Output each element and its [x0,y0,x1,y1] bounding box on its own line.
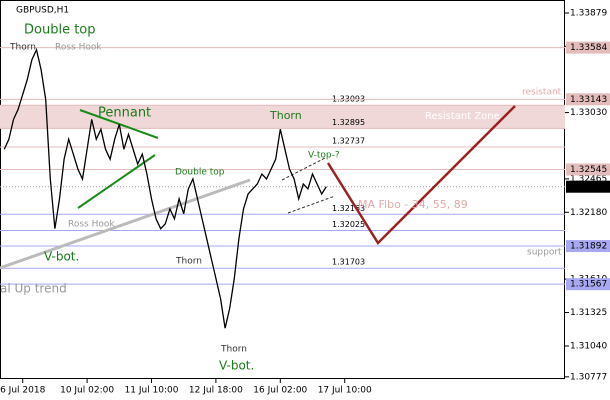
y-tick-label: 1.33030 [570,108,607,118]
level-label: 1.32895 [332,118,365,127]
annotation: al Up trend [0,282,67,296]
level-label: 1.33143 [570,95,607,105]
y-tick-label: 1.31325 [570,308,607,318]
level-label: 1.31892 [570,242,607,252]
price-line [3,47,327,329]
last-price-label: 1.32398 [570,182,607,192]
annotation: V-bot. [219,359,254,373]
up-trend-line [0,178,251,270]
channel-line [281,157,326,181]
annotation: Double top [175,168,225,178]
level-box [566,93,610,106]
annotation: V-top-? [308,151,340,161]
annotation: Ross Hook [68,220,115,230]
level-label: 1.31567 [570,280,607,290]
y-tick-label: 1.31040 [570,341,607,351]
x-tick-label: 16 Jul 02:00 [253,386,307,396]
x-tick-label: 11 Jul 10:00 [125,386,179,396]
annotation: support [527,248,562,258]
level-label: 1.31703 [332,258,365,267]
x-tick-label: 6 Jul 2018 [0,386,45,396]
y-tick-label: 1.30777 [570,372,607,382]
annotation: Thorn [175,257,202,267]
level-box [566,240,610,253]
resistant-zone [0,105,565,129]
annotation: MA Fibo - 34, 55, 89 [358,198,468,211]
annotation: Ross Hook [55,43,102,53]
y-tick-label: 1.32180 [570,208,607,218]
annotation: resistant [522,88,562,98]
level-label: 1.32025 [332,220,365,229]
y-tick-label: 1.33879 [570,9,607,19]
annotation: Thorn [220,345,247,355]
level-box [566,278,610,291]
level-label: 1.33584 [570,43,607,53]
annotation: Double top [24,23,96,38]
annotation: Resistant Zone [425,111,500,122]
chart-title: GBPUSD,H1 [16,6,69,16]
level-label: 1.32163 [332,204,365,213]
y-tick-label: 1.32465 [570,174,607,184]
pennant-line [77,154,156,209]
projection [326,105,516,245]
annotation: Thorn [9,43,36,53]
last-price-box [566,180,610,193]
plot-frame [0,0,565,379]
level-label: 1.32545 [570,165,607,175]
x-tick-label: 12 Jul 18:00 [189,386,243,396]
annotation: V-bot. [44,250,79,264]
annotation: Thorn [269,109,302,122]
x-tick-label: 17 Jul 10:00 [318,386,372,396]
x-tick-label: 10 Jul 02:00 [60,386,114,396]
pennant-line [79,109,159,139]
level-box [566,163,610,176]
channel-line [287,195,336,214]
level-box [566,41,610,54]
level-label: 1.32737 [332,136,365,145]
annotation: Pennant [98,106,151,121]
